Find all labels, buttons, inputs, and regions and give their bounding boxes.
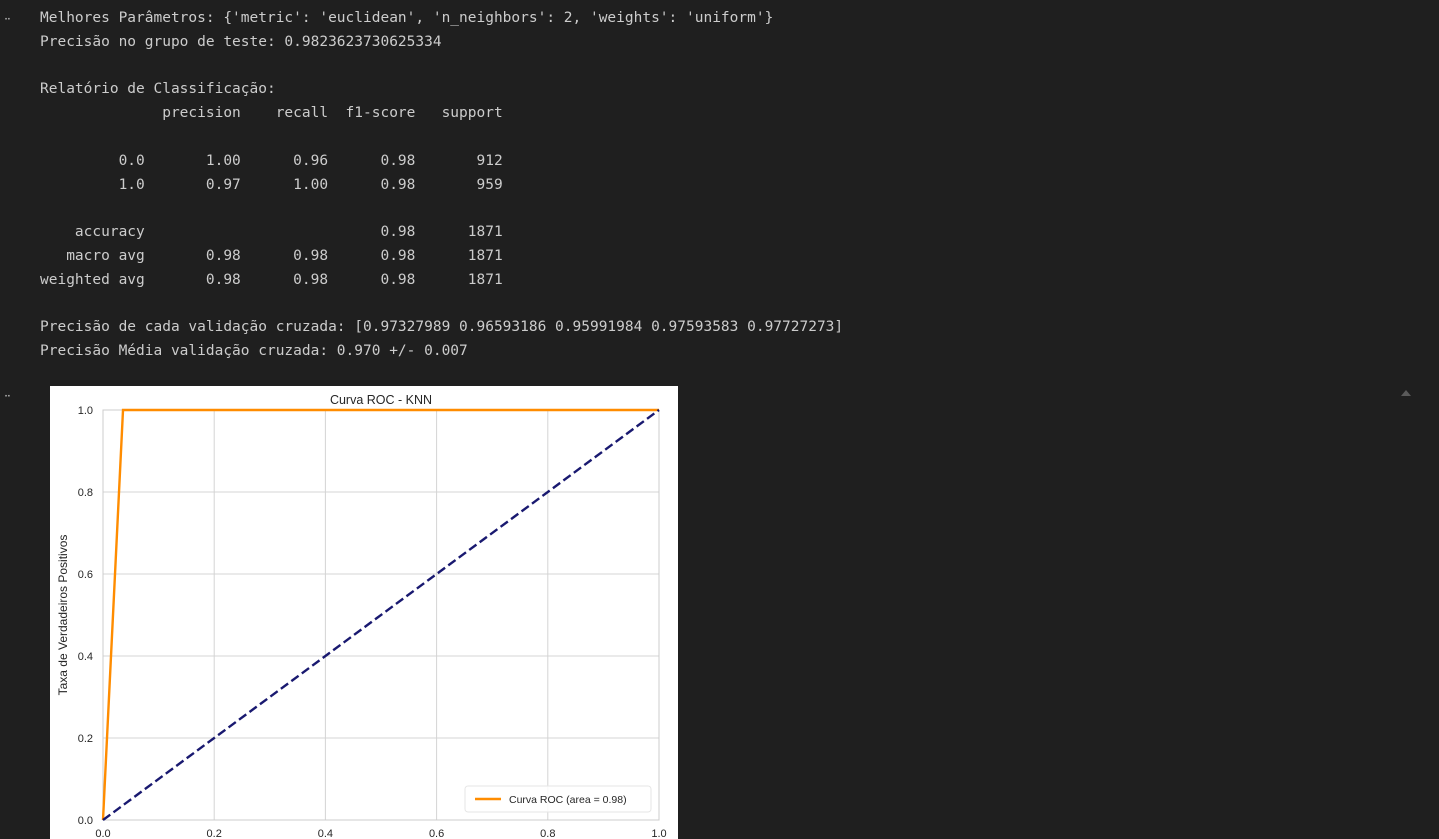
- output-line: [40, 293, 843, 317]
- roc-curve-line: [101, 408, 659, 821]
- output-line: Precisão Média validação cruzada: 0.970 …: [40, 343, 468, 360]
- chart-title: Curva ROC - KNN: [330, 393, 432, 407]
- y-tick-label: 0.6: [78, 569, 93, 581]
- text-output: Melhores Parâmetros: {'metric': 'euclide…: [40, 7, 843, 364]
- output-actions-icon[interactable]: ··: [4, 389, 11, 403]
- output-line: [40, 197, 843, 221]
- y-tick-label: 0.8: [78, 487, 93, 499]
- output-line: 0.0 1.00 0.96 0.98 912: [40, 152, 503, 169]
- x-tick-label: 0.8: [540, 828, 555, 839]
- output-line: [40, 55, 843, 79]
- output-actions-icon[interactable]: ··: [4, 12, 11, 26]
- legend-box: [464, 785, 652, 813]
- x-tick-label: 0.4: [318, 828, 333, 839]
- y-tick-label: 0.2: [78, 733, 93, 745]
- output-line: Precisão de cada validação cruzada: [0.9…: [40, 319, 844, 336]
- roc-chart: 0.0 0.2 0.4 0.6 0.8 1.0 0.0 0.2 0.4 0.6 0.8 1.0 Curv…: [56, 393, 667, 839]
- output-line: macro avg 0.98 0.98 0.98 1871: [40, 247, 503, 264]
- y-tick-label: 0.0: [78, 815, 93, 827]
- output-line: accuracy 0.98 1871: [40, 224, 503, 241]
- diagonal-reference-line: [102, 409, 660, 821]
- output-line: Relatório de Classificação:: [40, 81, 276, 98]
- output-line: Precisão no grupo de teste: 0.9823623730…: [40, 33, 442, 50]
- y-axis-label: Taxa de Verdadeiros Positivos: [56, 535, 70, 696]
- legend-label: Curva ROC (area = 0.98): [509, 794, 627, 806]
- output-line: weighted avg 0.98 0.98 0.98 1871: [40, 271, 503, 288]
- output-line: 1.0 0.97 1.00 0.98 959: [40, 176, 503, 193]
- y-tick-label: 1.0: [78, 405, 93, 417]
- output-line: precision recall f1-score support: [40, 105, 503, 122]
- output-line: [40, 126, 843, 150]
- x-tick-label: 0.0: [95, 828, 110, 839]
- roc-chart-image: 0.0 0.2 0.4 0.6 0.8 1.0 0.0 0.2 0.4 0.6 0.8 1.0 Curv…: [50, 386, 678, 839]
- output-line: Melhores Parâmetros: {'metric': 'euclide…: [40, 10, 774, 26]
- x-tick-label: 0.2: [207, 828, 222, 839]
- y-tick-label: 0.4: [78, 651, 93, 663]
- x-tick-label: 1.0: [651, 828, 666, 839]
- scroll-up-arrow-icon[interactable]: [1401, 390, 1411, 396]
- x-tick-label: 0.6: [429, 828, 444, 839]
